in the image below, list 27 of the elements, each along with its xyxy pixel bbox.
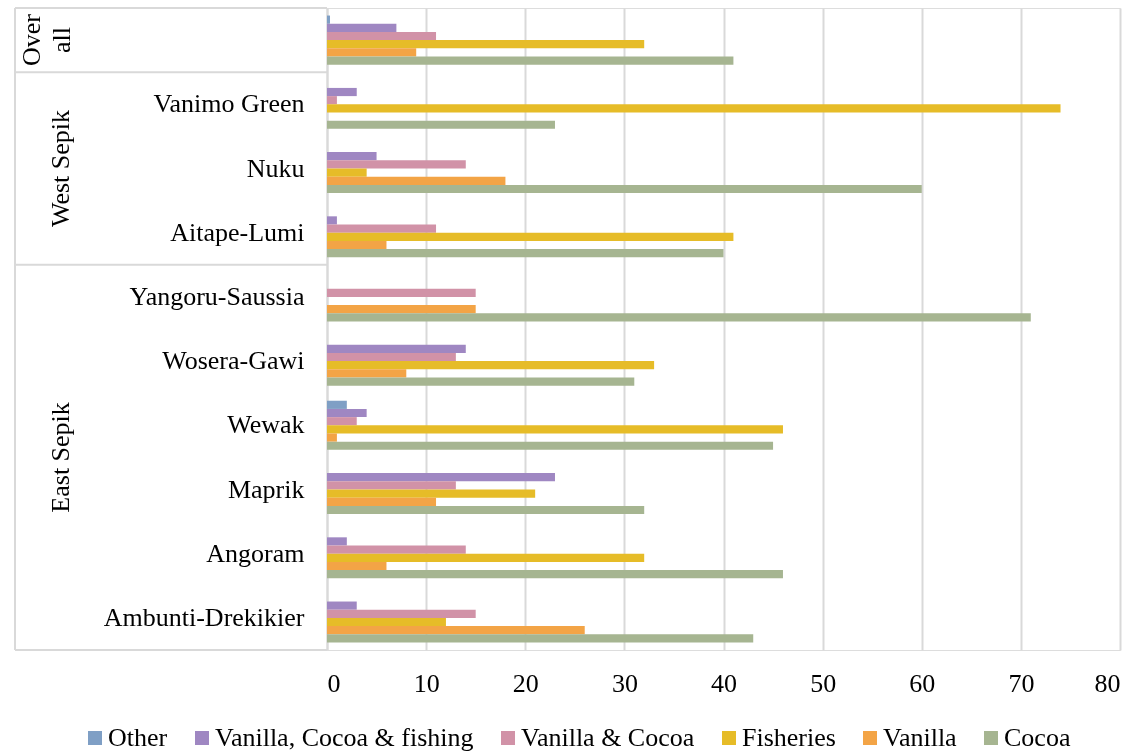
legend-label: Fisheries <box>742 723 836 752</box>
y-tick-label: Maprik <box>227 474 305 504</box>
x-tick-label: 60 <box>909 668 936 698</box>
x-tick-label: 40 <box>711 668 737 698</box>
x-tick-label: 0 <box>327 668 341 698</box>
legend-label: Other <box>108 723 168 752</box>
x-tick-label: 80 <box>1094 668 1121 698</box>
x-tick-label: 20 <box>512 668 539 698</box>
y-tick-label: Vanimo Green <box>153 89 305 119</box>
y-tick-label: Angoram <box>206 538 305 568</box>
legend-label: Vanilla, Cocoa & fishing <box>215 723 474 752</box>
y-tick-label: Wosera-Gawi <box>162 346 305 376</box>
y-tick-label: Nuku <box>246 153 305 183</box>
text: West Sepik <box>46 109 75 228</box>
x-tick-label: 70 <box>1008 668 1035 698</box>
y-tick-label: Aitape-Lumi <box>170 217 305 247</box>
text: East Sepik <box>46 402 75 513</box>
legend-label: Vanilla <box>883 723 958 752</box>
x-tick-label: 30 <box>611 668 638 698</box>
legend-label: Cocoa <box>1004 723 1071 752</box>
y-tick-label: Yangoru-Saussia <box>129 281 305 311</box>
x-tick-label: 10 <box>413 668 440 698</box>
y-tick-label: Ambunti-Drekikier <box>103 602 305 632</box>
y-tick-label: Wewak <box>227 410 305 440</box>
text: Over all <box>17 13 76 67</box>
legend-label: Vanilla & Cocoa <box>521 723 695 752</box>
x-tick-label: 50 <box>810 668 837 698</box>
